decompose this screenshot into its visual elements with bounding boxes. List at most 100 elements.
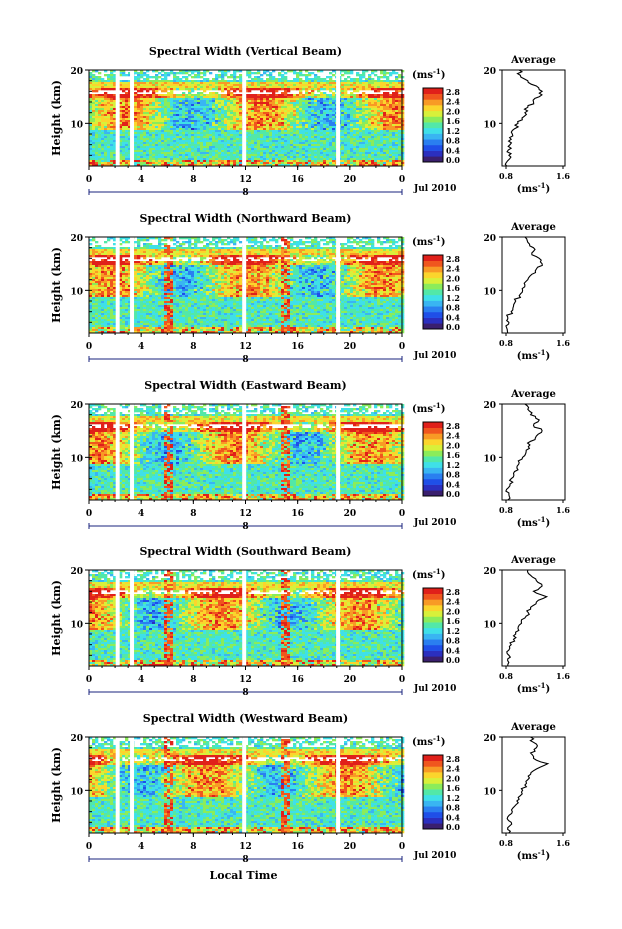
heatmap-cell	[128, 148, 132, 151]
heatmap-cell	[146, 156, 150, 159]
heatmap-cell	[212, 78, 216, 81]
heatmap-cell	[257, 152, 261, 155]
heatmap-cell	[149, 237, 153, 240]
heatmap-cell	[95, 164, 99, 167]
heatmap-cell	[269, 94, 273, 97]
heatmap-cell	[89, 82, 93, 85]
heatmap-cell	[284, 84, 288, 87]
heatmap-cell	[248, 160, 252, 163]
heatmap-cell	[137, 158, 141, 161]
heatmap-cell	[254, 112, 258, 115]
heatmap-cell	[119, 132, 123, 135]
heatmap-cell	[269, 110, 273, 113]
heatmap-cell	[368, 146, 372, 149]
heatmap-cell	[398, 132, 402, 135]
heatmap-cell	[353, 88, 357, 91]
heatmap-cell	[191, 130, 195, 133]
heatmap-cell	[260, 237, 264, 240]
heatmap-cell	[332, 74, 336, 77]
heatmap-cell	[353, 110, 357, 113]
heatmap-cell	[119, 142, 123, 145]
heatmap-cell	[260, 158, 264, 161]
heatmap-cell	[107, 104, 111, 107]
heatmap-cell	[185, 72, 189, 75]
heatmap-cell	[149, 138, 153, 141]
heatmap-cell	[356, 110, 360, 113]
heatmap-cell	[236, 148, 240, 151]
heatmap-cell	[323, 146, 327, 149]
heatmap-cell	[209, 94, 213, 97]
heatmap-cell	[311, 146, 315, 149]
heatmap-cell	[362, 98, 366, 101]
heatmap-cell	[194, 98, 198, 101]
heatmap-cell	[137, 239, 141, 242]
heatmap-cell	[329, 162, 333, 165]
heatmap-cell	[149, 108, 153, 111]
heatmap-cell	[221, 118, 225, 121]
heatmap-cell	[185, 112, 189, 115]
heatmap-cell	[101, 86, 105, 89]
heatmap-cell	[89, 106, 93, 109]
heatmap-cell	[284, 158, 288, 161]
heatmap-cell	[308, 88, 312, 91]
heatmap-cell	[203, 160, 207, 163]
heatmap-cell	[95, 80, 99, 83]
heatmap-cell	[290, 237, 294, 240]
heatmap-cell	[218, 164, 222, 167]
heatmap-cell	[110, 118, 114, 121]
heatmap-cell	[233, 140, 237, 143]
heatmap-cell	[233, 142, 237, 145]
heatmap-cell	[368, 96, 372, 99]
heatmap-cell	[278, 144, 282, 147]
heatmap-cell	[122, 158, 126, 161]
heatmap-cell	[374, 164, 378, 167]
heatmap-cell	[155, 102, 159, 105]
heatmap-cell	[149, 154, 153, 157]
heatmap-cell	[374, 112, 378, 115]
heatmap-cell	[296, 74, 300, 77]
heatmap-cell	[287, 132, 291, 135]
heatmap-cell	[227, 138, 231, 141]
heatmap-cell	[239, 142, 243, 145]
heatmap-cell	[107, 146, 111, 149]
heatmap-cell	[155, 142, 159, 145]
heatmap-cell	[164, 124, 168, 127]
heatmap-cell	[284, 142, 288, 145]
heatmap-cell	[89, 84, 93, 87]
heatmap-cell	[155, 118, 159, 121]
heatmap-cell	[107, 106, 111, 109]
heatmap-cell	[125, 162, 129, 165]
heatmap-cell	[230, 116, 234, 119]
heatmap-cell	[158, 106, 162, 109]
heatmap-cell	[200, 136, 204, 139]
heatmap-cell	[305, 144, 309, 147]
heatmap-cell	[368, 84, 372, 87]
heatmap-cell	[122, 74, 126, 77]
heatmap-cell	[203, 110, 207, 113]
heatmap-cell	[122, 106, 126, 109]
heatmap-cell	[185, 88, 189, 91]
heatmap-cell	[305, 160, 309, 163]
heatmap-cell	[194, 112, 198, 115]
heatmap-cell	[263, 72, 267, 75]
heatmap-cell	[398, 124, 402, 127]
heatmap-cell	[290, 132, 294, 135]
heatmap-cell	[320, 122, 324, 125]
heatmap-cell	[125, 239, 129, 242]
heatmap-cell	[362, 94, 366, 97]
heatmap-cell	[137, 144, 141, 147]
heatmap-cell	[296, 130, 300, 133]
heatmap-cell	[308, 148, 312, 151]
heatmap-cell	[380, 102, 384, 105]
heatmap-cell	[401, 86, 405, 89]
heatmap-cell	[227, 146, 231, 149]
heatmap-cell	[332, 122, 336, 125]
heatmap-cell	[392, 150, 396, 153]
heatmap-cell	[149, 150, 153, 153]
heatmap-cell	[329, 148, 333, 151]
heatmap-cell	[392, 118, 396, 121]
heatmap-cell	[134, 116, 138, 119]
heatmap-cell	[260, 136, 264, 139]
heatmap-cell	[92, 114, 96, 117]
heatmap-cell	[92, 96, 96, 99]
